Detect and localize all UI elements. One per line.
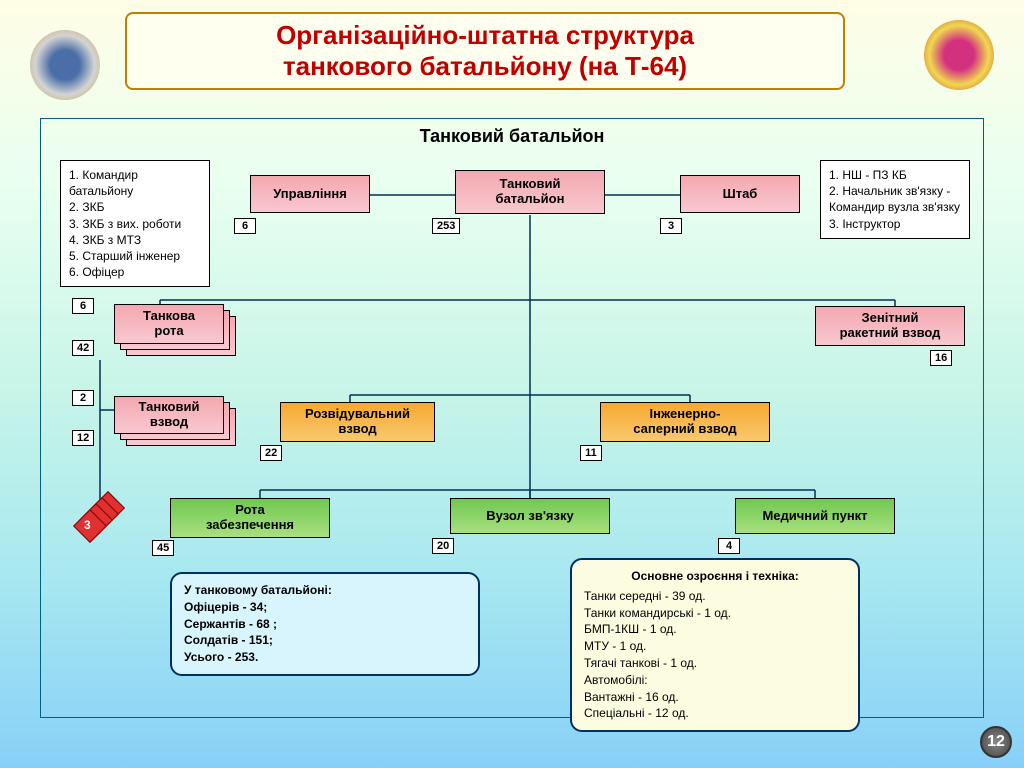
equipment-line: Вантажні - 16 од. — [584, 690, 679, 704]
count-rozvid: 22 — [260, 445, 282, 461]
slide-title: Організаційно-штатна структура танкового… — [125, 12, 845, 90]
personnel-line: Солдатів - 151; — [184, 633, 273, 647]
equipment-line: Тягачі танкові - 1 од. — [584, 656, 697, 670]
personnel-box: У танковому батальйоні: Офіцерів - 34; С… — [170, 572, 480, 676]
equipment-line: Спеціальні - 12 од. — [584, 706, 689, 720]
personnel-line: Офіцерів - 34; — [184, 600, 267, 614]
count-battalion: 253 — [432, 218, 460, 234]
node-tank-vzvod: Танковий взвод — [114, 396, 224, 434]
node-tank-rota: Танкова рота — [114, 304, 224, 344]
list-item: 1. НШ - ПЗ КБ — [829, 167, 961, 183]
node-inzh: Інженерно- саперний взвод — [600, 402, 770, 442]
equipment-heading: Основне озроєння і техніка: — [584, 568, 846, 585]
list-item: 2. ЗКБ — [69, 199, 201, 215]
personnel-line: Усього - 253. — [184, 650, 258, 664]
personnel-heading: У танковому батальйоні: — [184, 583, 332, 597]
list-item: 3. Інструктор — [829, 216, 961, 232]
equipment-line: Танки середні - 39 од. — [584, 589, 706, 603]
node-upravlinnya: Управління — [250, 175, 370, 213]
equipment-line: Автомобілі: — [584, 673, 648, 687]
equipment-line: МТУ - 1 од. — [584, 639, 646, 653]
equipment-line: Танки командирські - 1 од. — [584, 606, 731, 620]
title-line1: Організаційно-штатна структура — [137, 20, 833, 51]
list-item: 1. Командир батальйону — [69, 167, 201, 199]
emblem-right — [924, 20, 994, 90]
diamond-count: 3 — [84, 518, 91, 532]
count-upravlinnya: 6 — [234, 218, 256, 234]
list-item: 3. ЗКБ з вих. роботи — [69, 216, 201, 232]
count-tank-vzvod-top: 2 — [72, 390, 94, 406]
node-battalion: Танковий батальйон — [455, 170, 605, 214]
count-zenit: 16 — [930, 350, 952, 366]
title-line2: танкового батальйону (на Т-64) — [137, 51, 833, 82]
count-med: 4 — [718, 538, 740, 554]
equipment-line: БМП-1КШ - 1 од. — [584, 622, 677, 636]
count-inzh: 11 — [580, 445, 602, 461]
list-item: Командир вузла зв'язку — [829, 199, 961, 215]
left-role-list: 1. Командир батальйону 2. ЗКБ 3. ЗКБ з в… — [60, 160, 210, 287]
emblem-left — [30, 30, 100, 100]
node-rota-zab: Рота забезпечення — [170, 498, 330, 538]
node-zenit: Зенітний ракетний взвод — [815, 306, 965, 346]
list-item: 4. ЗКБ з МТЗ — [69, 232, 201, 248]
node-shtab: Штаб — [680, 175, 800, 213]
page-number: 12 — [980, 726, 1012, 758]
count-tank-rota-top: 6 — [72, 298, 94, 314]
count-vuzol: 20 — [432, 538, 454, 554]
chart-subtitle: Танковий батальйон — [0, 126, 1024, 147]
personnel-line: Сержантів - 68 ; — [184, 617, 277, 631]
node-rozvid: Розвідувальний взвод — [280, 402, 435, 442]
count-rota-zab: 45 — [152, 540, 174, 556]
count-tank-vzvod-bot: 12 — [72, 430, 94, 446]
count-shtab: 3 — [660, 218, 682, 234]
node-vuzol: Вузол зв'язку — [450, 498, 610, 534]
list-item: 6. Офіцер — [69, 264, 201, 280]
node-med: Медичний пункт — [735, 498, 895, 534]
count-tank-rota-bot: 42 — [72, 340, 94, 356]
right-role-list: 1. НШ - ПЗ КБ 2. Начальник зв'язку - Ком… — [820, 160, 970, 239]
list-item: 5. Старший інженер — [69, 248, 201, 264]
equipment-box: Основне озроєння і техніка: Танки середн… — [570, 558, 860, 732]
list-item: 2. Начальник зв'язку - — [829, 183, 961, 199]
